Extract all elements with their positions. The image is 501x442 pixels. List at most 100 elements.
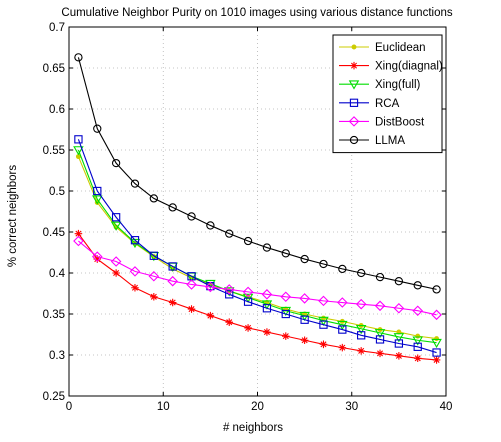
x-tick-label: 10 — [157, 401, 170, 413]
data-point-square — [262, 304, 272, 313]
y-tick-label: 0.25 — [43, 391, 65, 403]
data-point-star — [281, 332, 290, 340]
data-point-circle — [74, 53, 83, 62]
data-point-circle — [432, 285, 441, 294]
data-point-circle — [111, 158, 121, 168]
data-point-star — [112, 269, 120, 277]
data-point-star — [225, 318, 234, 326]
data-point-diamond — [348, 116, 360, 127]
data-point-circle — [225, 229, 234, 238]
chart-title: Cumulative Neighbor Purity on 1010 image… — [61, 7, 452, 19]
x-tick-label: 40 — [440, 401, 453, 413]
data-point-circle — [93, 124, 102, 133]
data-point-diamond — [355, 298, 367, 310]
data-point-triangle — [337, 320, 348, 331]
data-point-circle — [413, 281, 422, 290]
data-point-square — [149, 251, 158, 260]
data-point-triangle — [280, 306, 292, 317]
data-point-star — [93, 255, 102, 263]
data-point-circle — [319, 259, 328, 269]
data-point-circle — [338, 264, 347, 274]
data-point-dot — [351, 44, 357, 50]
data-point-star — [395, 352, 403, 360]
data-point-star — [376, 349, 384, 358]
data-point-circle — [394, 277, 404, 286]
data-point-diamond — [337, 297, 348, 308]
data-point-star — [319, 340, 328, 349]
data-point-diamond — [261, 289, 273, 300]
y-tick-label: 0.6 — [49, 104, 65, 116]
data-point-square — [225, 290, 234, 299]
legend-label: LLMA — [375, 135, 405, 147]
data-point-circle — [206, 221, 215, 230]
data-point-diamond — [299, 293, 310, 304]
data-point-diamond — [167, 275, 178, 287]
legend-item-euclidean: Euclidean — [339, 42, 426, 54]
legend-label: Xing(full) — [375, 79, 421, 91]
data-point-circle — [149, 194, 158, 203]
legend-item-llma: LLMA — [339, 135, 405, 147]
data-point-circle — [187, 212, 196, 221]
data-point-triangle — [431, 338, 442, 349]
y-tick-label: 0.7 — [49, 22, 65, 34]
legend-item-xing-diagnal: Xing(diagnal) — [339, 61, 443, 73]
data-point-diamond — [431, 309, 442, 321]
data-point-circle — [357, 268, 366, 278]
data-point-triangle — [393, 333, 405, 343]
data-point-diamond — [91, 251, 103, 262]
data-point-star — [300, 336, 309, 345]
legend-label: DistBoost — [375, 116, 425, 128]
series-distboost — [73, 235, 442, 321]
data-point-star — [338, 343, 347, 352]
data-series — [73, 53, 442, 364]
x-tick-label: 20 — [251, 401, 264, 413]
data-point-square — [168, 262, 177, 271]
legend-item-distboost: DistBoost — [339, 116, 425, 128]
data-point-star — [168, 298, 177, 307]
data-point-circle — [349, 135, 359, 145]
series-llma — [74, 53, 441, 294]
data-point-square — [338, 325, 347, 334]
y-tick-label: 0.5 — [49, 186, 65, 198]
data-point-star — [150, 293, 158, 301]
data-point-triangle — [348, 80, 360, 90]
x-tick-label: 0 — [66, 401, 72, 413]
data-point-square — [300, 315, 309, 324]
data-point-circle — [300, 254, 309, 264]
data-point-triangle — [110, 221, 122, 231]
data-point-star — [206, 311, 215, 320]
data-point-diamond — [73, 235, 84, 247]
data-point-triangle — [355, 324, 367, 335]
data-point-diamond — [242, 286, 254, 298]
y-tick-label: 0.55 — [43, 145, 65, 157]
data-point-triangle — [92, 195, 103, 205]
series-rca — [74, 135, 441, 357]
data-point-diamond — [129, 266, 141, 277]
data-point-star — [350, 61, 358, 70]
data-point-square — [349, 98, 359, 107]
data-point-square — [243, 297, 253, 306]
data-point-square — [111, 213, 121, 222]
data-point-square — [130, 236, 140, 245]
y-tick-label: 0.3 — [49, 350, 65, 362]
y-tick-label: 0.45 — [43, 227, 65, 239]
data-point-diamond — [280, 291, 292, 303]
data-point-diamond — [186, 279, 197, 290]
data-point-square — [432, 348, 441, 357]
data-point-dot — [320, 315, 326, 321]
data-point-square — [413, 342, 422, 351]
data-point-triangle — [73, 146, 84, 156]
data-point-diamond — [205, 281, 216, 293]
x-tick-label: 30 — [345, 401, 358, 413]
data-point-star — [357, 347, 365, 355]
data-point-circle — [168, 203, 177, 212]
data-point-diamond — [412, 305, 424, 316]
data-point-star — [74, 229, 83, 238]
x-axis-label: # neighbors — [223, 422, 283, 434]
data-point-diamond — [148, 271, 160, 282]
data-point-square — [394, 339, 404, 348]
legend-box — [332, 34, 443, 154]
series-line-euclidean — [77, 156, 437, 340]
